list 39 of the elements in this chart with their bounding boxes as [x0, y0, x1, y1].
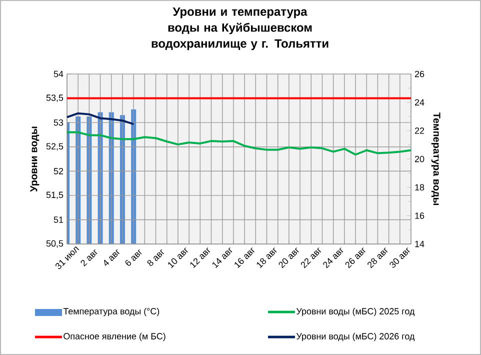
y2-tick-label: 24 [414, 99, 424, 106]
x-tick-label: 4 авг [104, 249, 120, 266]
x-tick-label: 16 авг [234, 247, 254, 268]
x-tick-label: 6 авг [125, 249, 142, 266]
line-series [66, 131, 412, 156]
y-tick-label: 53 [54, 119, 64, 126]
x-tick-label: 20 авг [278, 247, 299, 268]
y2-tick-label: 16 [415, 212, 424, 219]
x-tick-label: 26 авг [345, 247, 366, 268]
y-tick-label: 51,5 [46, 192, 64, 200]
y2-tick-label: 20 [414, 156, 424, 162]
y2-tick-label: 26 [414, 70, 424, 78]
line-series [66, 112, 135, 126]
x-tick-label: 24 авг [323, 247, 344, 268]
y-tick-label: 52 [54, 168, 64, 174]
y2-axis-title: Температура воды [431, 112, 440, 205]
y-tick-label: 54 [54, 70, 64, 78]
x-tick-label: 12 авг [190, 247, 210, 268]
y-tick-label: 51 [54, 216, 64, 223]
legend-label: Опасное явление (м БС) [64, 332, 166, 342]
legend-label: Температура воды (°С) [63, 308, 160, 316]
x-tick-label: 28 авг [368, 247, 388, 268]
y2-tick-label: 22 [414, 128, 424, 134]
x-tick-label: 30 авг [390, 247, 410, 268]
x-tick-label: 2 авг [80, 249, 98, 267]
y-axis-title: Уровни воды [30, 126, 40, 192]
legend-label: Уровни воды (мБС) 2025 год [296, 308, 415, 316]
legend-label: Уровни воды (мБС) 2026 год [296, 332, 415, 342]
x-tick-label: 22 авг [300, 247, 322, 268]
chart-title: Уровни и температура воды на Куйбышевском водохранилище у г. Тольятти [152, 8, 328, 50]
y-tick-label: 53,5 [46, 94, 64, 102]
x-tick-label: 10 авг [168, 247, 188, 268]
x-tick-label: 14 авг [212, 247, 232, 268]
y-tick-label: 50,5 [46, 240, 64, 248]
y2-tick-label: 18 [415, 184, 424, 191]
y-tick-label: 52,5 [46, 143, 64, 151]
x-tick-label: 8 авг [147, 249, 164, 266]
x-tick-label: 18 авг [256, 247, 277, 268]
y2-tick-label: 14 [415, 240, 424, 248]
